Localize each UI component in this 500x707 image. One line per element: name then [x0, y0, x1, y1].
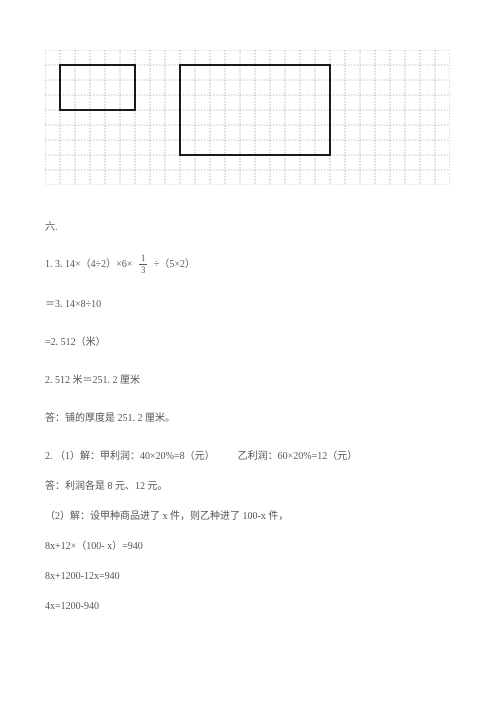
section-label: 六.: [45, 220, 455, 236]
fraction-numerator: 1: [139, 254, 148, 265]
fraction-denominator: 3: [139, 265, 148, 275]
grid-svg: [45, 50, 450, 185]
line-11: 4x=1200-940: [45, 599, 455, 615]
grid-diagram: [45, 50, 450, 185]
line-8: （2）解：设甲种商品进了 x 件，则乙种进了 100-x 件，: [45, 509, 455, 525]
line-3: =2. 512（米）: [45, 335, 455, 351]
content-body: 六. 1. 3. 14×（4÷2）×6× 1 3 ÷（5×2） ＝3. 14×8…: [45, 220, 455, 615]
line-10: 8x+1200-12x=940: [45, 569, 455, 585]
line-4: 2. 512 米＝251. 2 厘米: [45, 373, 455, 389]
line-6: 2. （1）解：甲利润：40×20%=8（元） 乙利润：60×20%=12（元）: [45, 449, 455, 465]
line-7: 答：利润各是 8 元、12 元。: [45, 479, 455, 495]
line-6b: 乙利润：60×20%=12（元）: [238, 451, 358, 462]
line-5: 答：铺的厚度是 251. 2 厘米。: [45, 411, 455, 427]
line-9: 8x+12×（100- x）=940: [45, 539, 455, 555]
line-1a: 1. 3. 14×（4÷2）×6×: [45, 259, 132, 270]
line-1: 1. 3. 14×（4÷2）×6× 1 3 ÷（5×2）: [45, 254, 455, 275]
page-container: 六. 1. 3. 14×（4÷2）×6× 1 3 ÷（5×2） ＝3. 14×8…: [0, 0, 500, 659]
fraction-1-3: 1 3: [139, 254, 148, 275]
line-6a: 2. （1）解：甲利润：40×20%=8（元）: [45, 451, 215, 462]
line-1b: ÷（5×2）: [154, 259, 195, 270]
line-2: ＝3. 14×8÷10: [45, 297, 455, 313]
